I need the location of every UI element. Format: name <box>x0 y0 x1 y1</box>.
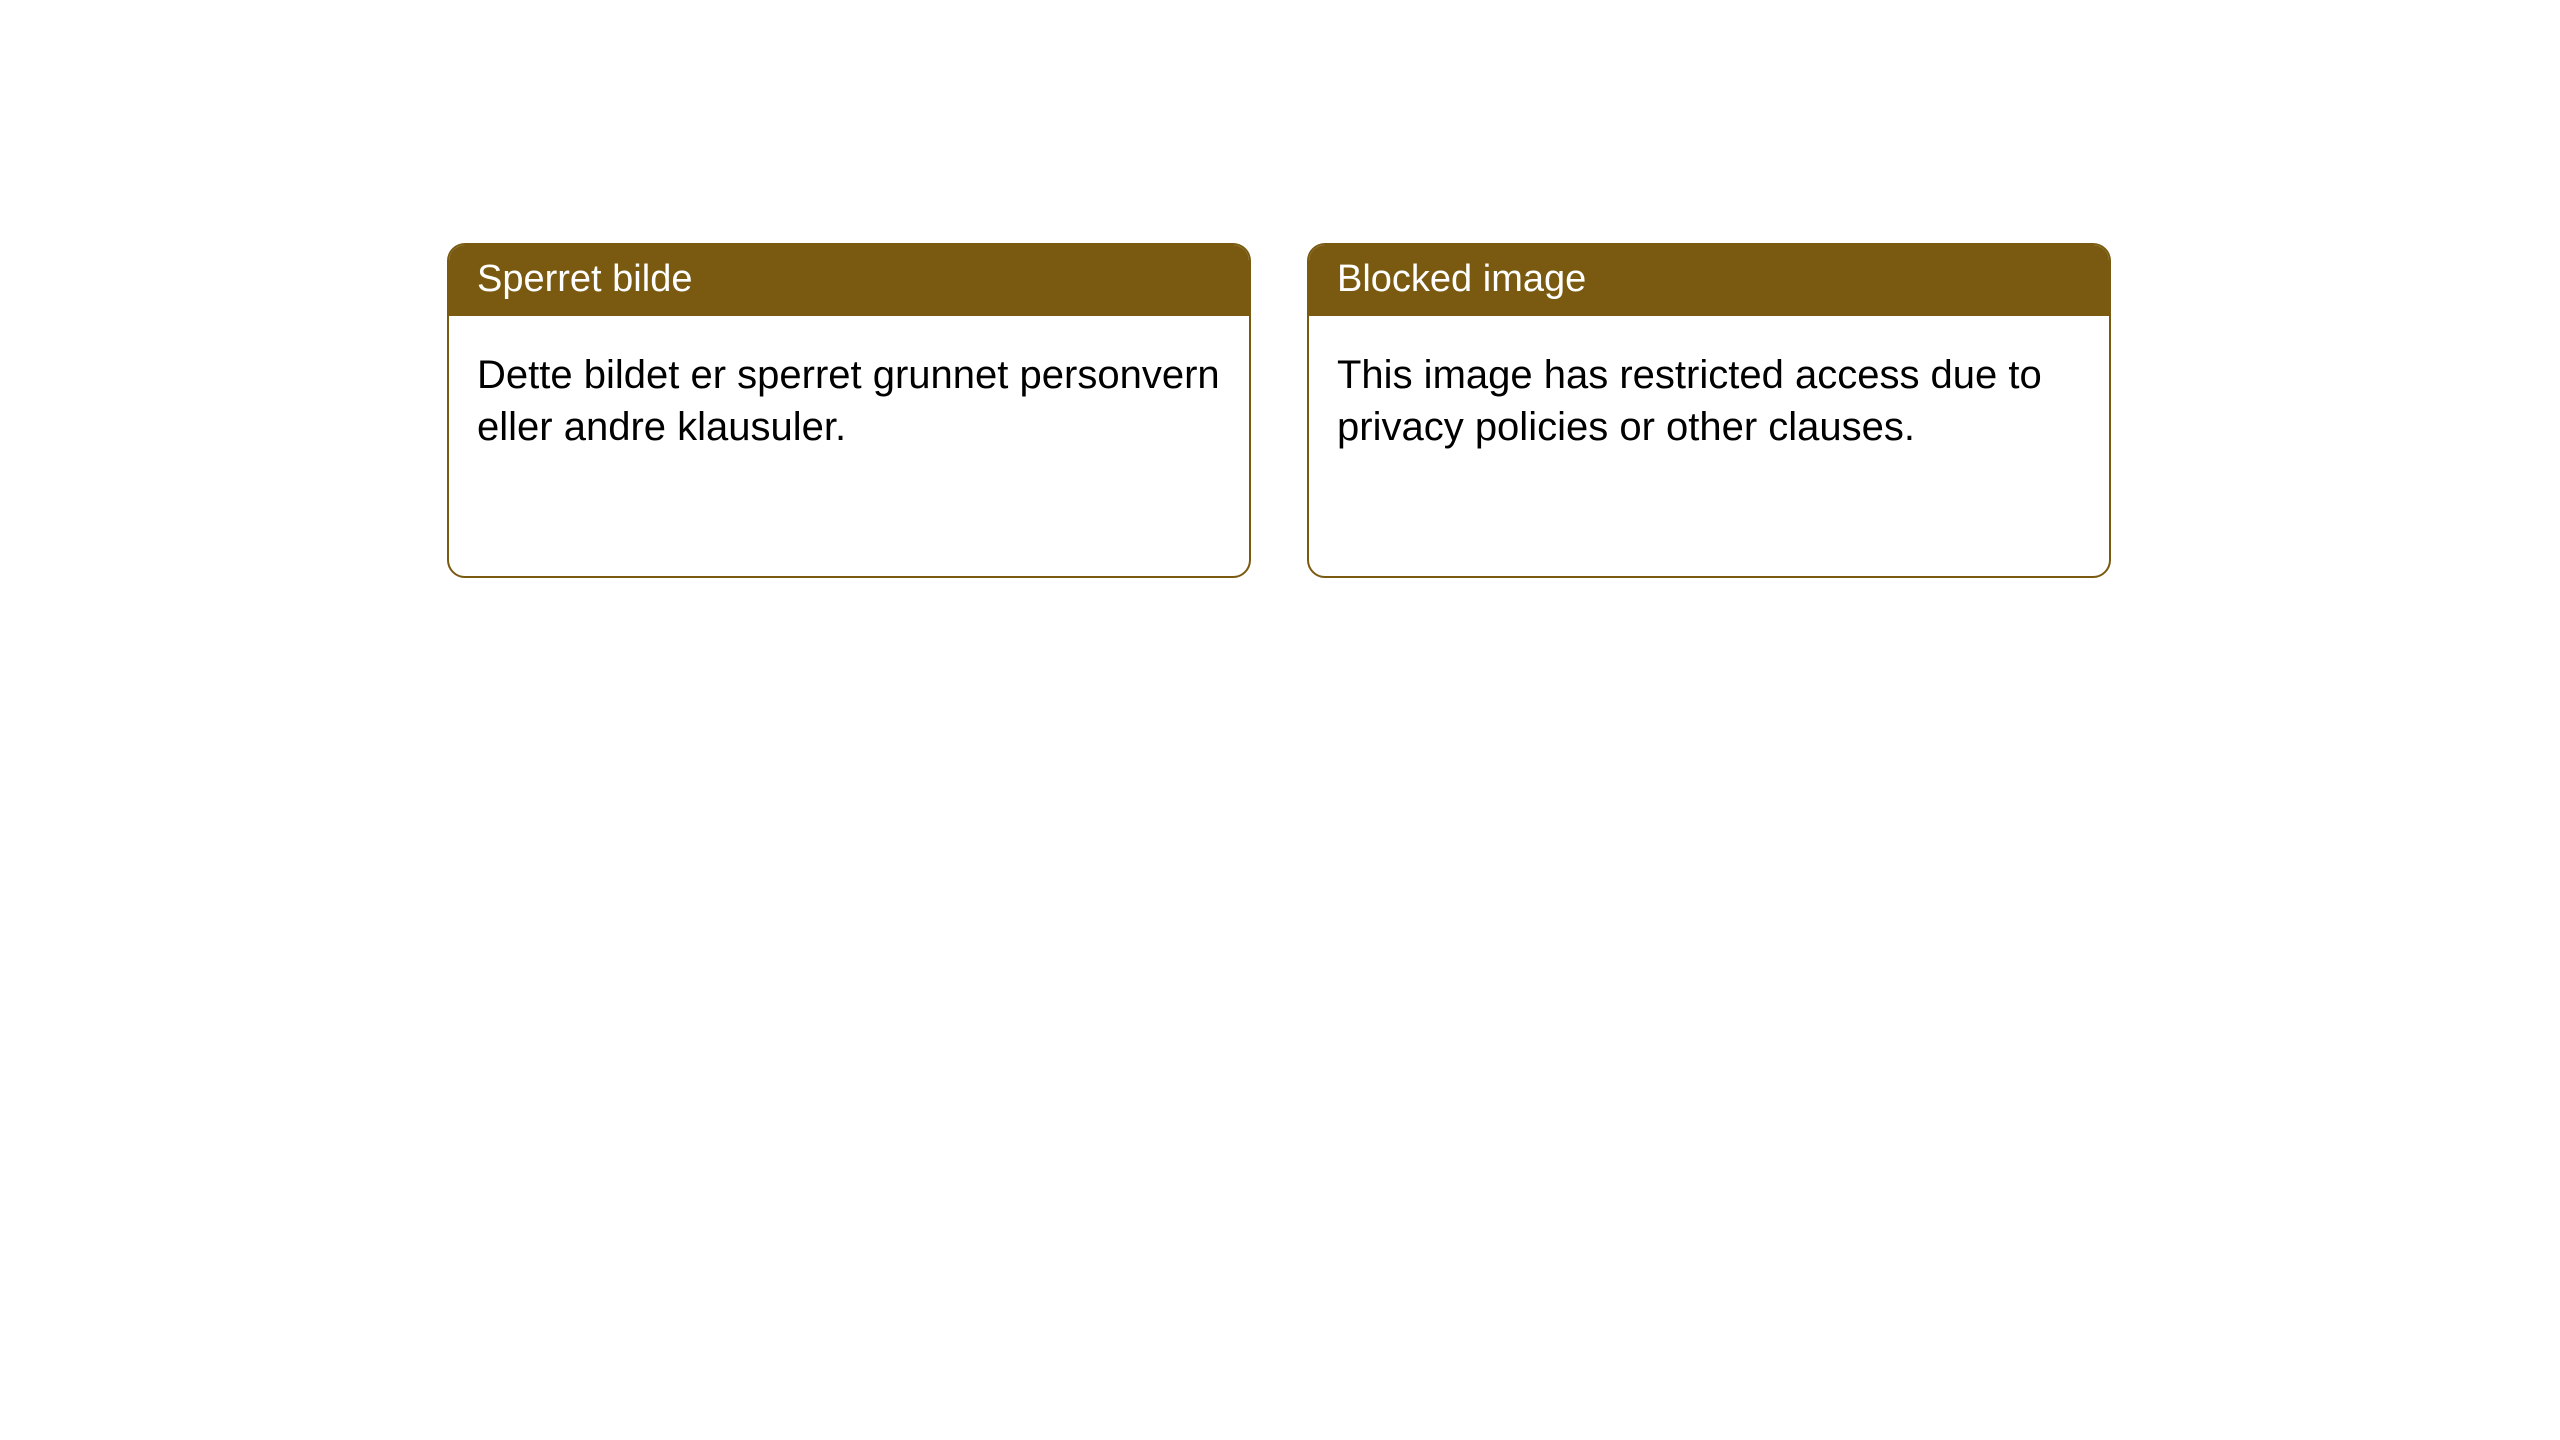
notice-body: Dette bildet er sperret grunnet personve… <box>449 316 1249 486</box>
notice-card-norwegian: Sperret bilde Dette bildet er sperret gr… <box>447 243 1251 578</box>
notice-card-english: Blocked image This image has restricted … <box>1307 243 2111 578</box>
notice-body: This image has restricted access due to … <box>1309 316 2109 486</box>
notice-header: Blocked image <box>1309 245 2109 316</box>
notice-header: Sperret bilde <box>449 245 1249 316</box>
notice-container: Sperret bilde Dette bildet er sperret gr… <box>0 0 2560 578</box>
